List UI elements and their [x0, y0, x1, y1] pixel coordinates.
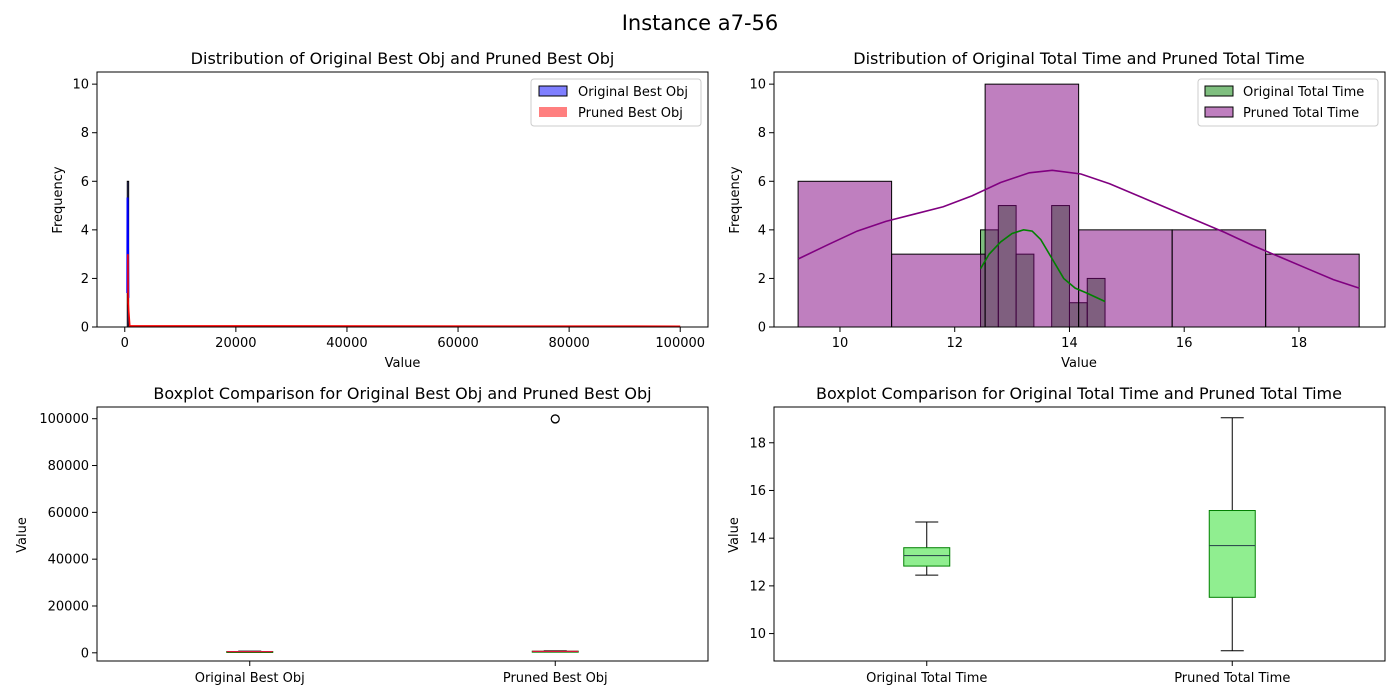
y-tick-label: 2 — [81, 272, 89, 287]
kde-line — [127, 254, 681, 328]
axes-frame — [96, 71, 709, 328]
x-tick-label: 40000 — [326, 336, 367, 351]
subplot-title: Boxplot Comparison for Original Total Ti… — [816, 384, 1342, 403]
subplot-title: Boxplot Comparison for Original Best Obj… — [153, 384, 651, 403]
y-tick-label: 16 — [749, 484, 766, 499]
y-tick-label: 0 — [758, 321, 766, 336]
y-tick-label: 8 — [81, 126, 89, 141]
y-tick-label: 20000 — [48, 599, 89, 614]
figure-suptitle: Instance a7-56 — [622, 11, 779, 35]
x-tick-label: 80000 — [548, 336, 589, 351]
y-tick-label: 100000 — [39, 412, 89, 427]
y-tick-label: 10 — [72, 78, 89, 93]
subplot-best-obj-boxplot: Boxplot Comparison for Original Best Obj… — [15, 384, 709, 686]
legend-swatch-pruned-total-time — [1204, 106, 1234, 118]
x-tick-label: 10 — [832, 336, 849, 351]
legend-label-original-total-time: Original Total Time — [1243, 85, 1364, 100]
x-tick-label: 60000 — [437, 336, 478, 351]
histogram-bar — [1171, 229, 1267, 328]
y-tick-label: 60000 — [48, 506, 89, 521]
legend-swatch-original-total-time — [1204, 85, 1234, 97]
y-tick-label: 10 — [749, 78, 766, 93]
y-tick-label: 12 — [749, 579, 766, 594]
x-tick-label: 0 — [121, 336, 129, 351]
y-axis-label: Frequency — [51, 166, 66, 233]
legend-label-original-best-obj: Original Best Obj — [578, 85, 688, 100]
y-tick-label: 40000 — [48, 553, 89, 568]
subplot-total-time-boxplot: Boxplot Comparison for Original Total Ti… — [727, 384, 1386, 686]
histogram-bar — [891, 253, 986, 328]
y-axis-label: Frequency — [728, 166, 743, 233]
y-tick-label: 0 — [81, 321, 89, 336]
y-tick-label: 10 — [749, 627, 766, 642]
legend-swatch-pruned-best-obj — [539, 107, 567, 117]
kde-line — [797, 169, 1360, 289]
kde-line — [979, 229, 1106, 303]
subplot-title: Distribution of Original Best Obj and Pr… — [191, 49, 615, 68]
y-tick-label: 0 — [81, 646, 89, 661]
legend-swatch-original-best-obj — [538, 85, 568, 97]
y-axis-label: Value — [15, 517, 30, 553]
box-iqr — [1208, 510, 1256, 598]
x-tick-label: Pruned Total Time — [1174, 671, 1290, 686]
y-axis-label: Value — [727, 517, 742, 553]
y-tick-label: 6 — [758, 175, 766, 190]
histogram-bar — [984, 83, 1080, 328]
y-tick-label: 4 — [758, 223, 766, 238]
box-iqr — [903, 547, 951, 567]
outlier-point — [550, 414, 560, 424]
axes-frame — [96, 406, 709, 662]
x-tick-label: 100000 — [655, 336, 705, 351]
histogram-bar — [1078, 229, 1173, 328]
x-tick-label: 16 — [1176, 336, 1193, 351]
legend-frame — [530, 78, 702, 127]
x-tick-label: 18 — [1291, 336, 1308, 351]
x-tick-label: 12 — [946, 336, 963, 351]
x-tick-label: Original Best Obj — [195, 671, 305, 686]
x-tick-label: Original Total Time — [866, 671, 987, 686]
x-axis-label: Value — [385, 356, 421, 371]
legend: Original Best Obj Pruned Best Obj — [530, 78, 702, 127]
y-tick-label: 6 — [81, 175, 89, 190]
y-tick-label: 14 — [749, 532, 766, 547]
y-tick-label: 80000 — [48, 459, 89, 474]
x-axis-label: Value — [1061, 356, 1097, 371]
histogram-bar — [797, 180, 893, 328]
y-tick-label: 8 — [758, 126, 766, 141]
x-tick-label: 14 — [1061, 336, 1078, 351]
y-tick-label: 18 — [749, 436, 766, 451]
legend: Original Total Time Pruned Total Time — [1197, 78, 1379, 127]
x-tick-label: 20000 — [215, 336, 256, 351]
legend-label-pruned-best-obj: Pruned Best Obj — [578, 106, 683, 121]
axes-frame — [773, 406, 1386, 662]
y-tick-label: 2 — [758, 272, 766, 287]
legend-label-pruned-total-time: Pruned Total Time — [1243, 106, 1359, 121]
histogram-bar — [1265, 253, 1360, 328]
x-tick-label: Pruned Best Obj — [503, 671, 608, 686]
subplot-best-obj-distribution: Distribution of Original Best Obj and Pr… — [51, 49, 709, 371]
y-tick-label: 4 — [81, 223, 89, 238]
axes-frame — [773, 71, 1386, 328]
subplot-total-time-distribution: Distribution of Original Total Time and … — [728, 49, 1386, 371]
legend-frame — [1197, 78, 1379, 127]
subplot-title: Distribution of Original Total Time and … — [853, 49, 1304, 68]
